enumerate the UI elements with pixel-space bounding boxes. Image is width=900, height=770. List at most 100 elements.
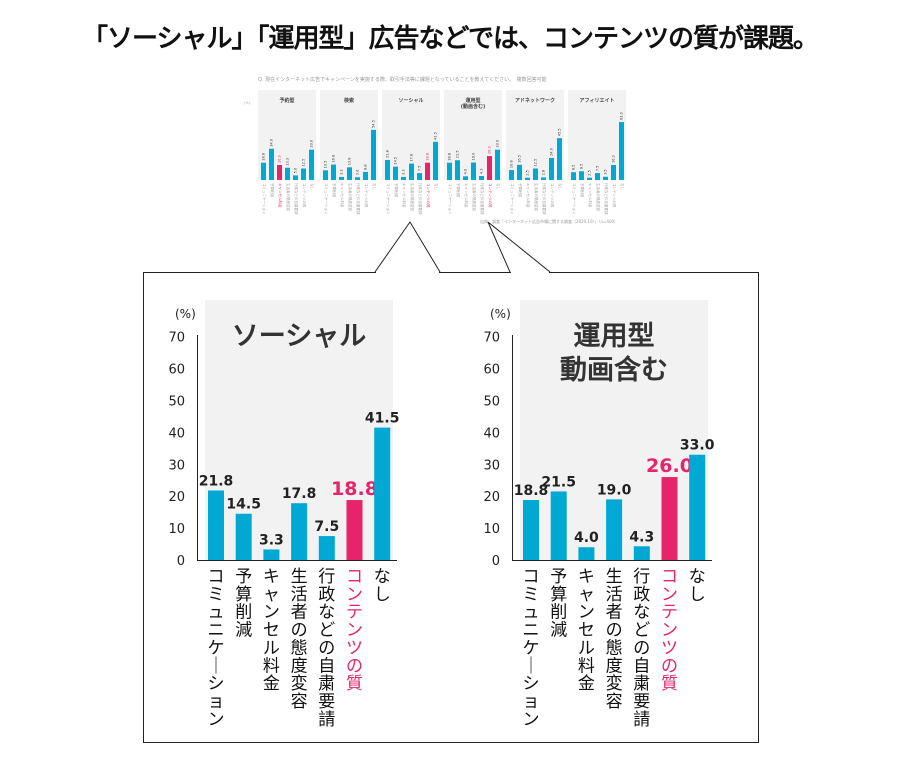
y-tick-label: 0 xyxy=(177,554,185,569)
thumb-value-label: 8.8 xyxy=(364,164,368,170)
thumb-value-label: 18.8 xyxy=(448,153,452,161)
thumb-category-label: キャンセル料金 xyxy=(588,183,593,208)
thumb-value-label: 16.5 xyxy=(518,155,522,163)
thumb-bar xyxy=(619,122,624,180)
value-label: 41.5 xyxy=(365,411,400,427)
thumb-value-label: 18.8 xyxy=(262,153,266,161)
thumb-category-label: 生活者の態度変容 xyxy=(348,183,353,211)
thumb-panel-title: 予約型 xyxy=(279,97,294,104)
thumb-category-label: コミュニケーション xyxy=(448,183,453,215)
thumb-bar xyxy=(487,156,492,180)
thumb-value-label: 41.5 xyxy=(434,132,438,140)
page-title: 「ソーシャル」「運用型」広告などでは、コンテンツの質が課題。 xyxy=(82,24,819,54)
y-tick-label: 50 xyxy=(483,395,500,410)
thumb-bar xyxy=(293,175,298,180)
thumb-value-label: 3.5 xyxy=(604,169,608,175)
panel-title: ソーシャル xyxy=(232,321,366,352)
thumb-value-label: 33.0 xyxy=(310,140,314,148)
thumb-value-label: 21.8 xyxy=(386,150,390,158)
thumb-category-label: 行政などの自粛要請 xyxy=(604,183,609,215)
category-label: 予算削減 xyxy=(550,567,567,641)
thumb-category-label: 生活者の態度変容 xyxy=(472,183,477,211)
thumb-category-label: 予算削減 xyxy=(332,183,337,197)
thumb-bar xyxy=(331,164,336,180)
bar xyxy=(263,549,280,560)
y-tick-label: 20 xyxy=(168,490,185,505)
thumb-panel-title: アフィリエイト xyxy=(580,98,615,104)
category-label: なし xyxy=(374,567,391,605)
thumb-category-label: 予算削減 xyxy=(518,183,523,197)
value-label: 4.0 xyxy=(574,530,599,546)
bar xyxy=(208,490,224,560)
thumb-bar xyxy=(495,149,500,180)
thumb-bar xyxy=(603,176,608,180)
thumb-value-label: 34.0 xyxy=(270,139,274,147)
thumb-category-label: なし xyxy=(558,183,563,191)
y-tick-label: 20 xyxy=(483,490,500,505)
thumb-category-label: キャンセル料金 xyxy=(526,183,531,208)
y-tick-label: 60 xyxy=(483,363,500,378)
thumb-category-label: なし xyxy=(434,183,439,191)
thumb-value-label: 7.5 xyxy=(596,166,600,172)
thumb-bar xyxy=(533,168,538,180)
category-label: コンテンツの質 xyxy=(661,567,678,694)
category-label: コンテンツの質 xyxy=(346,567,363,694)
bar xyxy=(291,503,308,560)
category-label: なし xyxy=(689,567,706,605)
category-label: 行政などの自粛要請 xyxy=(318,567,335,730)
thumb-bar xyxy=(401,176,406,180)
y-tick-label: 10 xyxy=(168,522,185,537)
callout-box xyxy=(143,272,759,743)
thumb-category-label: 生活者の態度変容 xyxy=(410,183,415,211)
thumb-bar xyxy=(611,165,616,180)
thumb-panel-title: 運用型 xyxy=(465,97,480,104)
thumb-value-label: 3.3 xyxy=(340,169,344,175)
value-label: 26.0 xyxy=(646,455,693,477)
thumb-value-label: 4.0 xyxy=(464,169,468,175)
value-label: 14.5 xyxy=(226,497,261,513)
bar xyxy=(550,491,567,560)
thumb-bar xyxy=(261,162,266,180)
thumb-value-label: 21.5 xyxy=(456,150,460,158)
thumb-panel-title: (動画含む) xyxy=(461,103,486,110)
value-label: 33.0 xyxy=(680,438,715,454)
thumb-category-label: コンテンツの質 xyxy=(612,183,617,208)
thumb-bar xyxy=(471,162,476,180)
thumb-category-label: キャンセル料金 xyxy=(278,183,283,208)
thumb-bar xyxy=(509,170,514,180)
thumb-category-label: 生活者の態度変容 xyxy=(596,183,601,211)
thumb-bar xyxy=(541,177,546,180)
panel-title: 運用型 xyxy=(574,321,655,352)
thumb-value-label: 9.5 xyxy=(580,164,584,170)
thumb-panel-title: 検索 xyxy=(344,97,354,104)
thumb-bar xyxy=(571,172,576,180)
thumb-value-label: 16.8 xyxy=(332,155,336,163)
thumb-value-label: 13.3 xyxy=(286,158,290,166)
thumb-value-label: 45.5 xyxy=(558,128,562,136)
thumb-category-label: コンテンツの質 xyxy=(302,183,307,208)
source-note: 出典：調査「インターネット広告市場に関する調査（2020.10）」（n=400） xyxy=(480,219,619,224)
value-label: 18.8 xyxy=(514,483,549,499)
bar xyxy=(633,546,650,560)
thumb-category-label: なし xyxy=(620,183,625,191)
thumb-unit-label: (%) xyxy=(244,101,251,105)
thumb-value-label: 2.5 xyxy=(526,170,530,176)
thumb-value-label: 7.5 xyxy=(418,166,422,172)
thumb-value-label: 24.0 xyxy=(550,148,554,156)
thumb-value-label: 2.5 xyxy=(588,170,592,176)
thumb-value-label: 8.5 xyxy=(572,165,576,171)
thumb-bar xyxy=(433,141,438,180)
bar xyxy=(346,500,363,560)
thumb-bar xyxy=(385,159,390,180)
thumb-bar xyxy=(363,171,368,180)
thumb-bar xyxy=(587,177,592,180)
thumb-category-label: 予算削減 xyxy=(456,183,461,197)
thumb-bar xyxy=(595,173,600,180)
thumb-category-label: 予算削減 xyxy=(580,183,585,197)
thumb-category-label: 予算削減 xyxy=(270,183,275,197)
y-tick-label: 40 xyxy=(483,426,500,441)
thumb-value-label: 12.5 xyxy=(534,159,538,167)
bar xyxy=(689,454,706,560)
